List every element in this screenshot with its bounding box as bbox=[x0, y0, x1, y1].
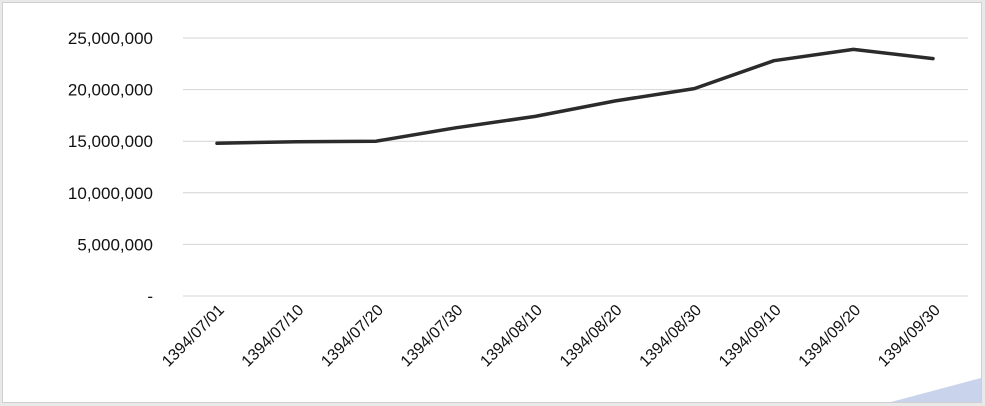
x-tick-label: 1394/08/10 bbox=[477, 302, 546, 371]
x-tick-label: 1394/07/01 bbox=[159, 302, 228, 371]
y-tick-label: 25,000,000 bbox=[68, 29, 153, 48]
y-axis-ticks: - 5,000,000 10,000,000 15,000,000 20,000,000… bbox=[68, 29, 153, 306]
y-tick-label: 10,000,000 bbox=[68, 184, 153, 203]
x-tick-label: 1394/09/20 bbox=[796, 302, 865, 371]
gridlines bbox=[183, 37, 968, 297]
x-tick-label: 1394/09/10 bbox=[716, 302, 785, 371]
x-axis-ticks: 1394/07/01 1394/07/10 1394/07/20 1394/07/30… bbox=[159, 302, 944, 371]
y-tick-label: 15,000,000 bbox=[68, 132, 153, 151]
x-tick-label: 1394/09/30 bbox=[875, 302, 944, 371]
y-tick-label: 20,000,000 bbox=[68, 81, 153, 100]
y-tick-label: 5,000,000 bbox=[77, 235, 153, 254]
y-tick-label: - bbox=[147, 287, 153, 306]
x-tick-label: 1394/07/20 bbox=[318, 302, 387, 371]
corner-decoration bbox=[891, 378, 981, 402]
series-lines bbox=[215, 47, 935, 146]
x-tick-label: 1394/07/10 bbox=[239, 302, 308, 371]
line-chart: - 5,000,000 10,000,000 15,000,000 20,000,000… bbox=[68, 29, 968, 371]
x-tick-label: 1394/08/20 bbox=[557, 302, 626, 371]
series-line-0 bbox=[215, 47, 935, 146]
x-tick-label: 1394/07/30 bbox=[398, 302, 467, 371]
x-tick-label: 1394/08/30 bbox=[637, 302, 706, 371]
